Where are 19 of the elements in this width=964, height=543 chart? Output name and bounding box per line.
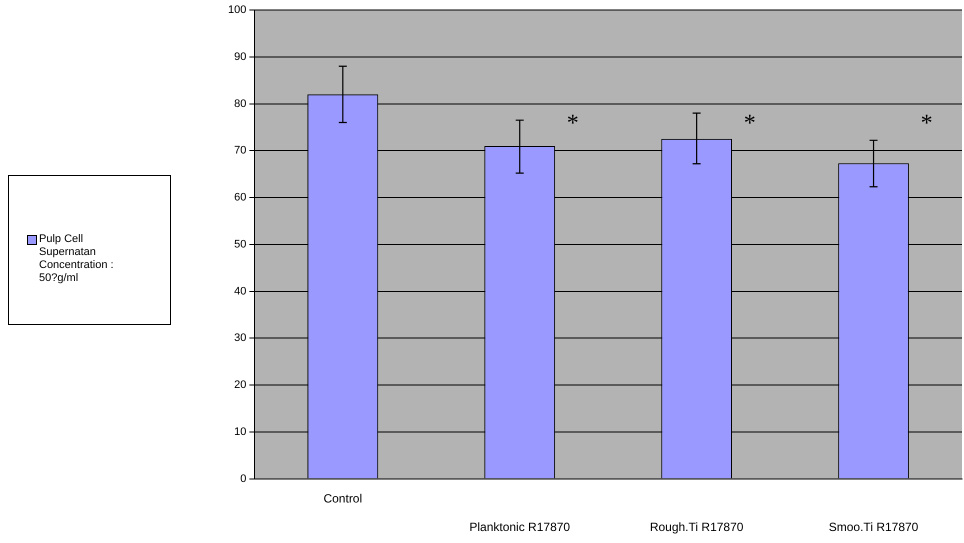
y-tick-label: 40 bbox=[234, 285, 246, 298]
x-tick-label: Rough.Ti R17870 bbox=[650, 520, 744, 534]
y-tick-label: 90 bbox=[234, 50, 246, 63]
legend-label: Pulp Cell Supernatan Concentration : 50?g/ml bbox=[39, 233, 115, 285]
annotation: * bbox=[744, 110, 756, 136]
x-tick-label: Planktonic R17870 bbox=[469, 520, 570, 534]
annotation: * bbox=[566, 110, 579, 136]
y-tick-label: 0 bbox=[240, 472, 246, 485]
x-tick-label: Control bbox=[323, 491, 362, 506]
y-tick-label: 20 bbox=[234, 379, 246, 392]
y-tick-label: 80 bbox=[234, 98, 246, 110]
y-tick-label: 10 bbox=[234, 426, 246, 438]
y-tick-label: 100 bbox=[228, 4, 246, 16]
y-tick-label: 60 bbox=[234, 192, 246, 204]
x-tick-label: Smoo.Ti R17870 bbox=[828, 520, 919, 534]
y-tick-label: 50 bbox=[234, 238, 246, 250]
y-tick-label: 70 bbox=[234, 144, 246, 157]
annotation: * bbox=[920, 110, 933, 136]
y-tick-label: 30 bbox=[234, 332, 246, 344]
